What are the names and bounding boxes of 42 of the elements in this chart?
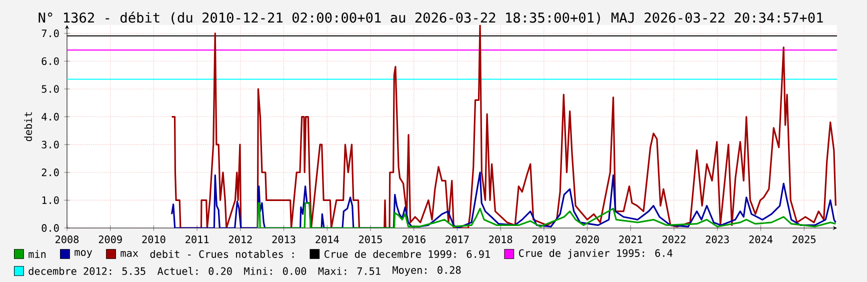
y-axis-title: debit <box>24 112 32 142</box>
y-tick-label: 1.0 <box>42 196 59 204</box>
legend-label: decembre 2012: 5.35 <box>28 267 146 275</box>
x-tick-label: 2023 <box>706 236 729 244</box>
legend-label: Crue de janvier 1995: 6.4 <box>519 249 672 259</box>
chart-title: N° 1362 - débit (du 2010-12-21 02:00:00+01 au 2026-03-22 18:35:00+01) MAJ 2026-03-22 20:34:57+01 <box>38 12 823 24</box>
text: Actuel: 0.20 <box>157 267 232 275</box>
x-tick-label: 2025 <box>792 236 816 244</box>
y-tick-label: 4.0 <box>42 112 59 121</box>
text: Maxi: 7.51 <box>318 267 380 275</box>
x-tick-label: 2020 <box>576 236 599 244</box>
y-tick-label: 3.0 <box>42 140 59 148</box>
line-series <box>170 172 836 228</box>
x-tick-label: 2018 <box>489 236 512 244</box>
legend-label: moy <box>74 250 92 258</box>
x-tick-label: 2013 <box>272 236 296 244</box>
y-tick-label: 0.0 <box>42 224 59 232</box>
x-tick-label: 2011 <box>186 236 209 244</box>
legend-label: Crue de decembre 1999: 6.91 <box>324 250 490 258</box>
line-series <box>256 202 836 228</box>
x-tick-label: 2019 <box>532 236 556 244</box>
x-tick-label: 2009 <box>98 236 122 244</box>
y-tick-label: 6.0 <box>42 57 59 65</box>
x-tick-label: 2016 <box>402 236 426 244</box>
x-tick-label: 2012 <box>228 236 252 244</box>
x-tick-label: 2021 <box>619 236 642 244</box>
x-tick-label: 2008 <box>56 236 79 244</box>
x-tick-label: 2017 <box>446 236 469 244</box>
text: Mini: 0.00 <box>244 267 306 275</box>
x-tick-label: 2024 <box>749 236 772 244</box>
text: Moyen: 0.28 <box>392 266 461 276</box>
legend-label: max <box>120 251 138 257</box>
x-tick-label: 2014 <box>316 236 339 244</box>
y-tick-label: 2.0 <box>42 168 59 176</box>
x-tick-label: 2010 <box>142 236 166 244</box>
y-tick-label: 7.0 <box>42 30 59 38</box>
x-tick-label: 2022 <box>662 236 686 244</box>
y-tick-label: 5.0 <box>42 85 59 93</box>
text: debit - Crues notables : <box>150 250 294 258</box>
x-tick-label: 2015 <box>359 236 382 244</box>
line-series <box>170 25 836 228</box>
legend-label: min <box>28 250 46 258</box>
